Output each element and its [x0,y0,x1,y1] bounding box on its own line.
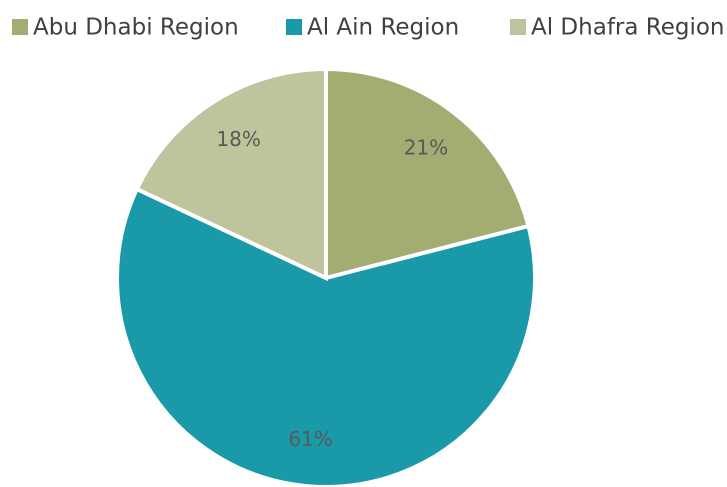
legend-swatch [510,19,526,35]
slice-label: 18% [216,127,260,151]
pie-slice [134,66,328,282]
legend-label: Al Ain Region [307,15,459,41]
legend-swatch [12,19,28,35]
legend-swatch [286,19,302,35]
slice-label: 61% [288,427,332,451]
pie-slice [324,66,531,281]
slice-label: 21% [404,136,448,160]
pie-slice [115,186,537,487]
legend-label: Abu Dhabi Region [33,15,239,41]
legend-label: Al Dhafra Region [531,15,725,41]
